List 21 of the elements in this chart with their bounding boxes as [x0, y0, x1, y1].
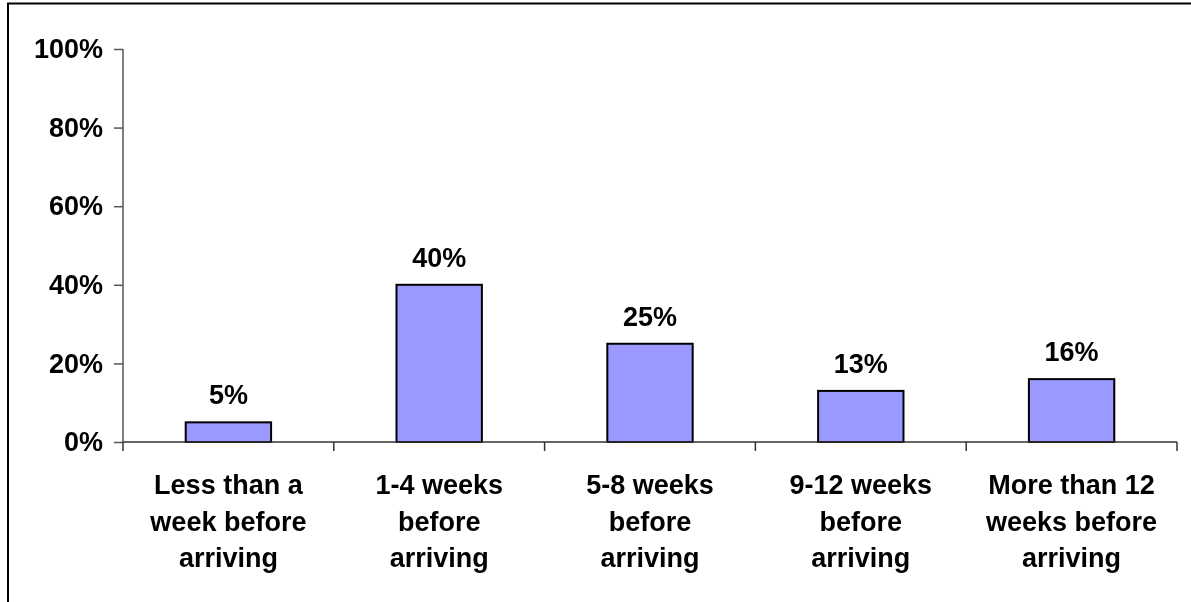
- bar: [606, 342, 694, 443]
- data-label: 5%: [208, 380, 248, 411]
- data-label: 16%: [1044, 337, 1099, 368]
- x-tick-label: 5-8 weeks before arriving: [586, 470, 714, 573]
- y-tick-label: 80%: [48, 112, 103, 143]
- y-tick-label: 60%: [48, 191, 103, 222]
- bar: [184, 421, 273, 443]
- x-tick-label: More than 12 weeks before arriving: [985, 470, 1158, 573]
- data-label: 13%: [833, 348, 888, 379]
- y-tick-label: 40%: [48, 269, 103, 300]
- y-tick-label: 0%: [63, 427, 103, 458]
- x-tick-label: 1-4 weeks before arriving: [375, 470, 503, 573]
- bar: [1027, 378, 1116, 443]
- bar: [395, 283, 483, 443]
- data-label: 40%: [412, 242, 467, 273]
- bar: [817, 389, 905, 443]
- x-tick-label: 9-12 weeks before arriving: [789, 470, 933, 573]
- x-tick-label: Less than a week before arriving: [149, 470, 307, 573]
- data-label: 25%: [622, 301, 678, 332]
- y-tick-label: 20%: [48, 348, 103, 379]
- y-tick-label: 100%: [33, 34, 103, 65]
